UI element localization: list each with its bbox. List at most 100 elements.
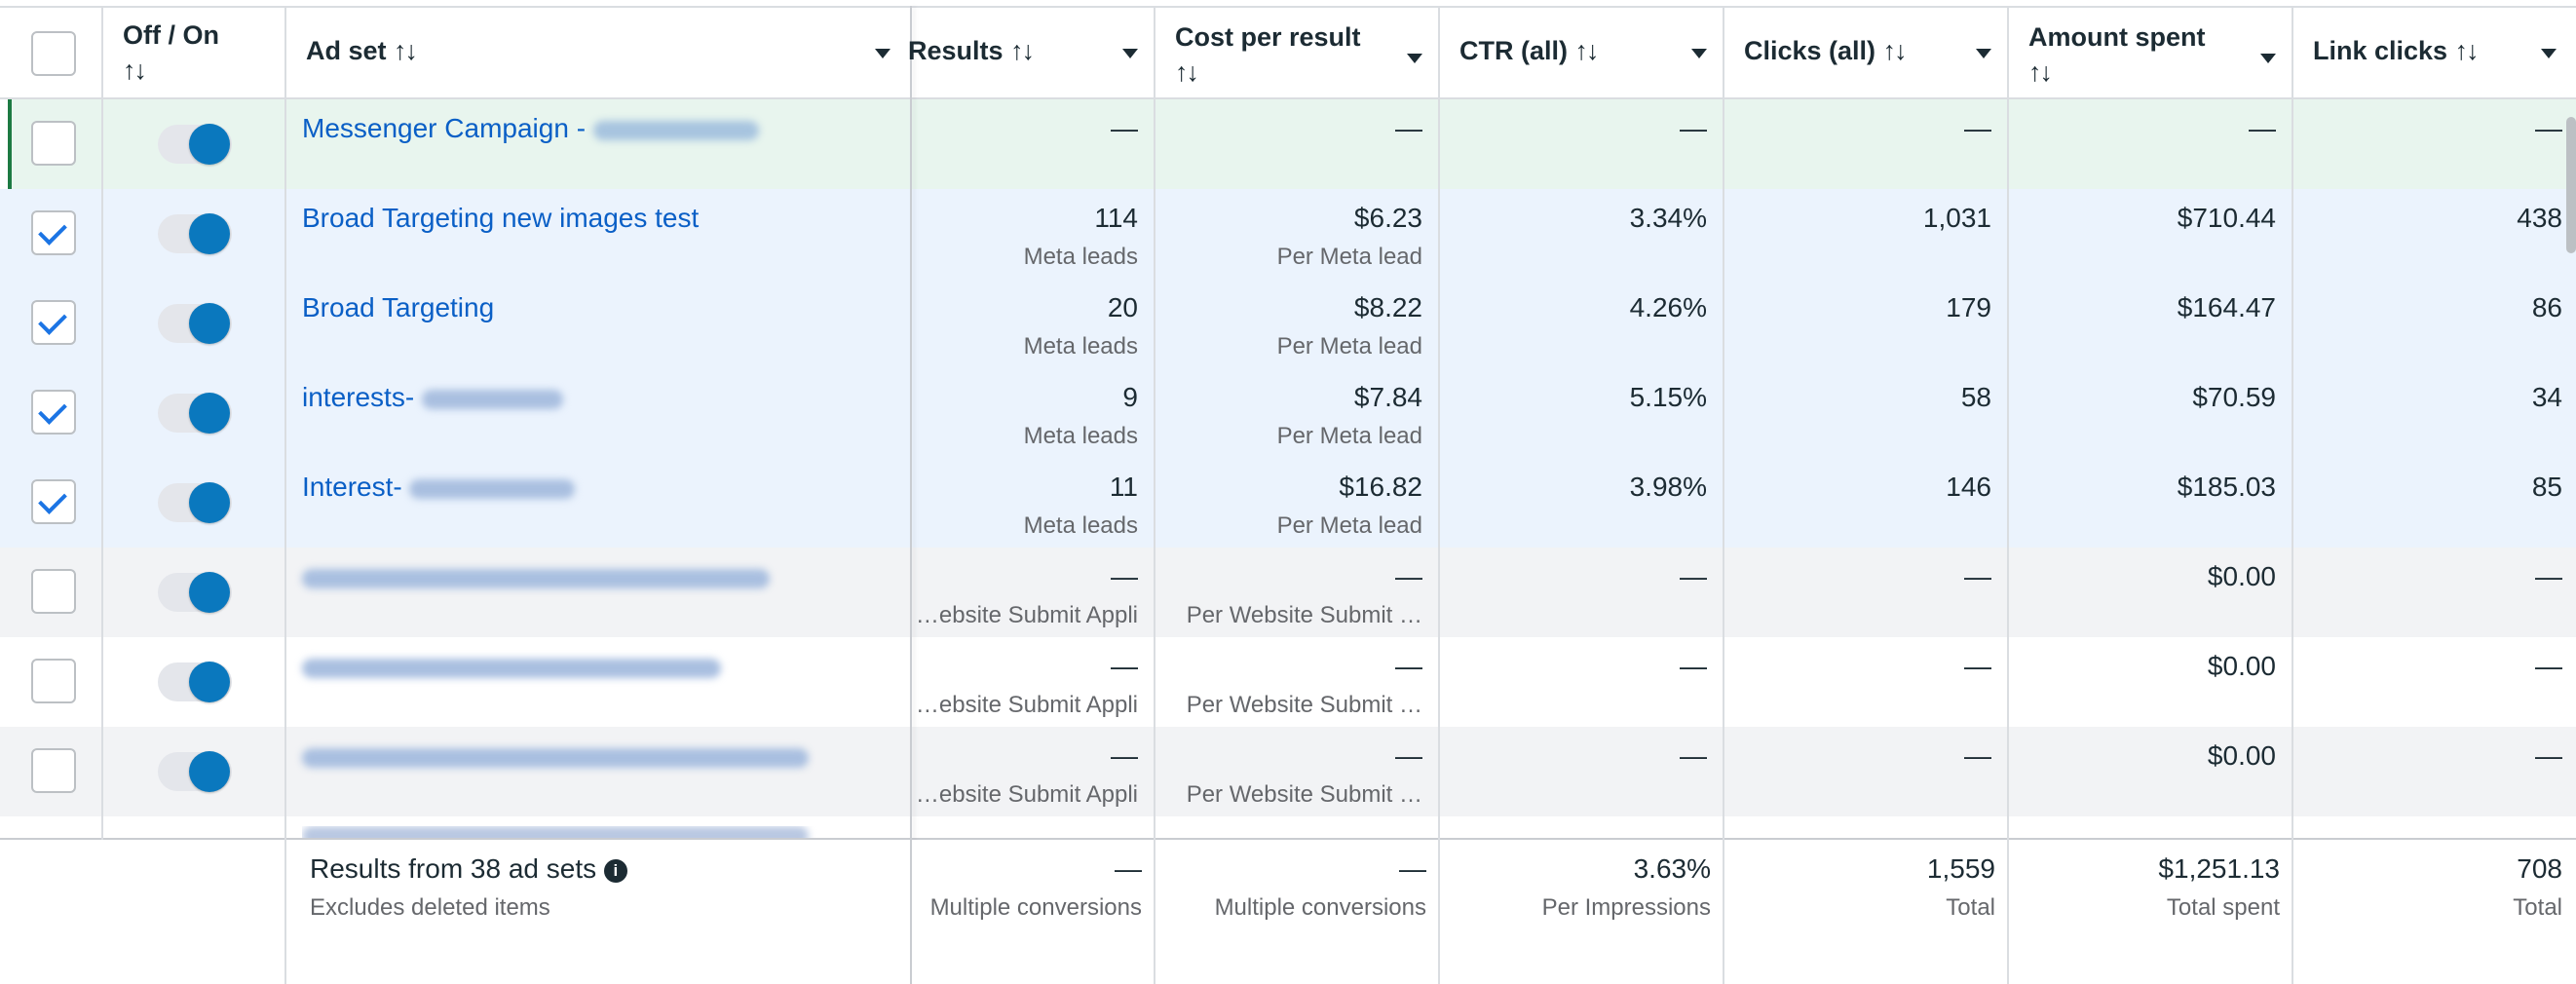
totals-clicks-sub: Total xyxy=(1946,894,1995,921)
select-all-checkbox[interactable] xyxy=(31,31,76,76)
header-amount-spent[interactable]: Amount spent ↑↓ xyxy=(2028,19,2206,90)
ad-set-name-link[interactable]: Broad Targeting new images test xyxy=(302,203,699,234)
cell-link: — xyxy=(2535,740,2562,771)
chevron-down-icon[interactable] xyxy=(875,49,890,58)
ad-set-name-link[interactable] xyxy=(302,561,770,592)
on-off-toggle[interactable] xyxy=(158,662,232,702)
cell-link: 34 xyxy=(2531,382,2562,412)
cell-results: 20 xyxy=(1107,292,1138,322)
row-checkbox[interactable] xyxy=(31,659,76,703)
sort-icon: ↑↓ xyxy=(1574,36,1600,65)
cell-cpr_sub: Per Meta lead xyxy=(1276,244,1422,270)
header-clicks[interactable]: Clicks (all) ↑↓ xyxy=(1744,33,1908,68)
chevron-down-icon[interactable] xyxy=(1976,49,1991,58)
totals-divider-6 xyxy=(1723,840,1724,984)
cell-ctr: — xyxy=(1680,561,1707,591)
on-off-toggle[interactable] xyxy=(158,751,232,792)
row-checkbox[interactable] xyxy=(31,569,76,614)
ad-set-name-link[interactable]: Messenger Campaign - xyxy=(302,113,759,144)
toggle-knob xyxy=(189,124,230,165)
header-off-on-label: Off / On xyxy=(123,20,219,50)
cell-ctr: — xyxy=(1680,651,1707,681)
totals-spent-sub: Total spent xyxy=(2166,894,2280,921)
row-checkbox[interactable] xyxy=(31,748,76,793)
sort-icon: ↑↓ xyxy=(1175,57,1199,87)
cell-spent: $70.59 xyxy=(2192,382,2276,412)
chevron-down-icon[interactable] xyxy=(2260,54,2276,63)
header-cost-per-result[interactable]: Cost per result ↑↓ xyxy=(1175,19,1361,90)
row-checkbox[interactable] xyxy=(31,300,76,345)
cell-cpr_sub: Per Meta lead xyxy=(1276,333,1422,360)
row-bg-6 xyxy=(0,548,910,637)
cell-cpr_sub: Per Website Submit … xyxy=(1186,692,1422,718)
on-off-toggle[interactable] xyxy=(158,303,232,344)
ad-set-name-text: interests- xyxy=(302,382,422,412)
on-off-toggle[interactable] xyxy=(158,572,232,613)
ad-set-name-link[interactable] xyxy=(302,740,809,772)
chevron-down-icon[interactable] xyxy=(1691,49,1707,58)
redacted-text xyxy=(302,747,809,768)
header-link-clicks[interactable]: Link clicks ↑↓ xyxy=(2313,33,2480,68)
toggle-knob xyxy=(189,751,230,792)
cell-cpr_sub: Per Meta lead xyxy=(1276,512,1422,539)
toggle-knob xyxy=(189,303,230,344)
totals-spent: $1,251.13 xyxy=(2158,853,2280,884)
ad-set-name-link[interactable] xyxy=(302,651,721,682)
header-cost-label: Cost per result xyxy=(1175,22,1361,52)
header-ad-set[interactable]: Ad set ↑↓ xyxy=(306,33,418,68)
vertical-scrollbar[interactable] xyxy=(2566,117,2576,253)
cell-ctr: 5.15% xyxy=(1629,382,1707,412)
header-ctr[interactable]: CTR (all) ↑↓ xyxy=(1459,33,1600,68)
redacted-text xyxy=(409,478,576,499)
totals-link-sub: Total xyxy=(2513,894,2562,921)
row-checkbox[interactable] xyxy=(31,210,76,255)
cell-results: — xyxy=(1111,740,1138,771)
row-checkbox[interactable] xyxy=(31,121,76,166)
header-off-on[interactable]: Off / On ↑↓ xyxy=(123,18,219,88)
ad-set-name-text: Interest- xyxy=(302,472,410,502)
cell-spent: $164.47 xyxy=(2177,292,2276,322)
cell-spent: $0.00 xyxy=(2207,740,2276,771)
cell-clicks: — xyxy=(1964,651,1991,681)
header-top-border xyxy=(0,6,2576,8)
chevron-down-icon[interactable] xyxy=(2541,49,2557,58)
toggle-knob xyxy=(189,213,230,254)
col-divider-6 xyxy=(1723,6,1724,984)
on-off-toggle[interactable] xyxy=(158,393,232,434)
header-results[interactable]: Results ↑↓ xyxy=(908,33,1035,68)
totals-divider-3 xyxy=(910,840,912,984)
cell-cpr: — xyxy=(1395,651,1422,681)
ad-set-name-link[interactable]: Broad Targeting xyxy=(302,292,494,323)
toggle-knob xyxy=(189,572,230,613)
sort-icon: ↑↓ xyxy=(2028,57,2053,87)
cell-clicks: — xyxy=(1964,740,1991,771)
cell-cpr: $16.82 xyxy=(1339,472,1422,502)
cell-clicks: 179 xyxy=(1946,292,1991,322)
cell-clicks: 146 xyxy=(1946,472,1991,502)
row-bg-6-right xyxy=(910,548,2576,637)
row-checkbox[interactable] xyxy=(31,390,76,435)
totals-cpr-sub: Multiple conversions xyxy=(1214,894,1426,921)
sort-icon: ↑↓ xyxy=(394,36,418,65)
toggle-knob xyxy=(189,482,230,523)
header-link-label: Link clicks xyxy=(2313,36,2448,65)
chevron-down-icon[interactable] xyxy=(1407,54,1422,63)
header-ad-set-label: Ad set xyxy=(306,36,387,65)
cell-spent: $710.44 xyxy=(2177,203,2276,233)
cell-link: — xyxy=(2535,651,2562,681)
chevron-down-icon[interactable] xyxy=(1122,49,1138,58)
on-off-toggle[interactable] xyxy=(158,213,232,254)
cell-cpr: — xyxy=(1395,740,1422,771)
ad-set-name-link[interactable]: interests- xyxy=(302,382,563,413)
cell-results: 11 xyxy=(1109,472,1138,502)
col-divider-5 xyxy=(1438,6,1440,984)
cell-spent: $185.03 xyxy=(2177,472,2276,502)
ad-set-name-link[interactable]: Interest- xyxy=(302,472,576,503)
row-bg-1-right xyxy=(910,99,2576,189)
on-off-toggle[interactable] xyxy=(158,482,232,523)
row-checkbox[interactable] xyxy=(31,479,76,524)
info-icon[interactable]: i xyxy=(603,859,627,883)
col-divider-4 xyxy=(1154,6,1155,984)
sort-icon: ↑↓ xyxy=(1882,36,1908,65)
on-off-toggle[interactable] xyxy=(158,124,232,165)
